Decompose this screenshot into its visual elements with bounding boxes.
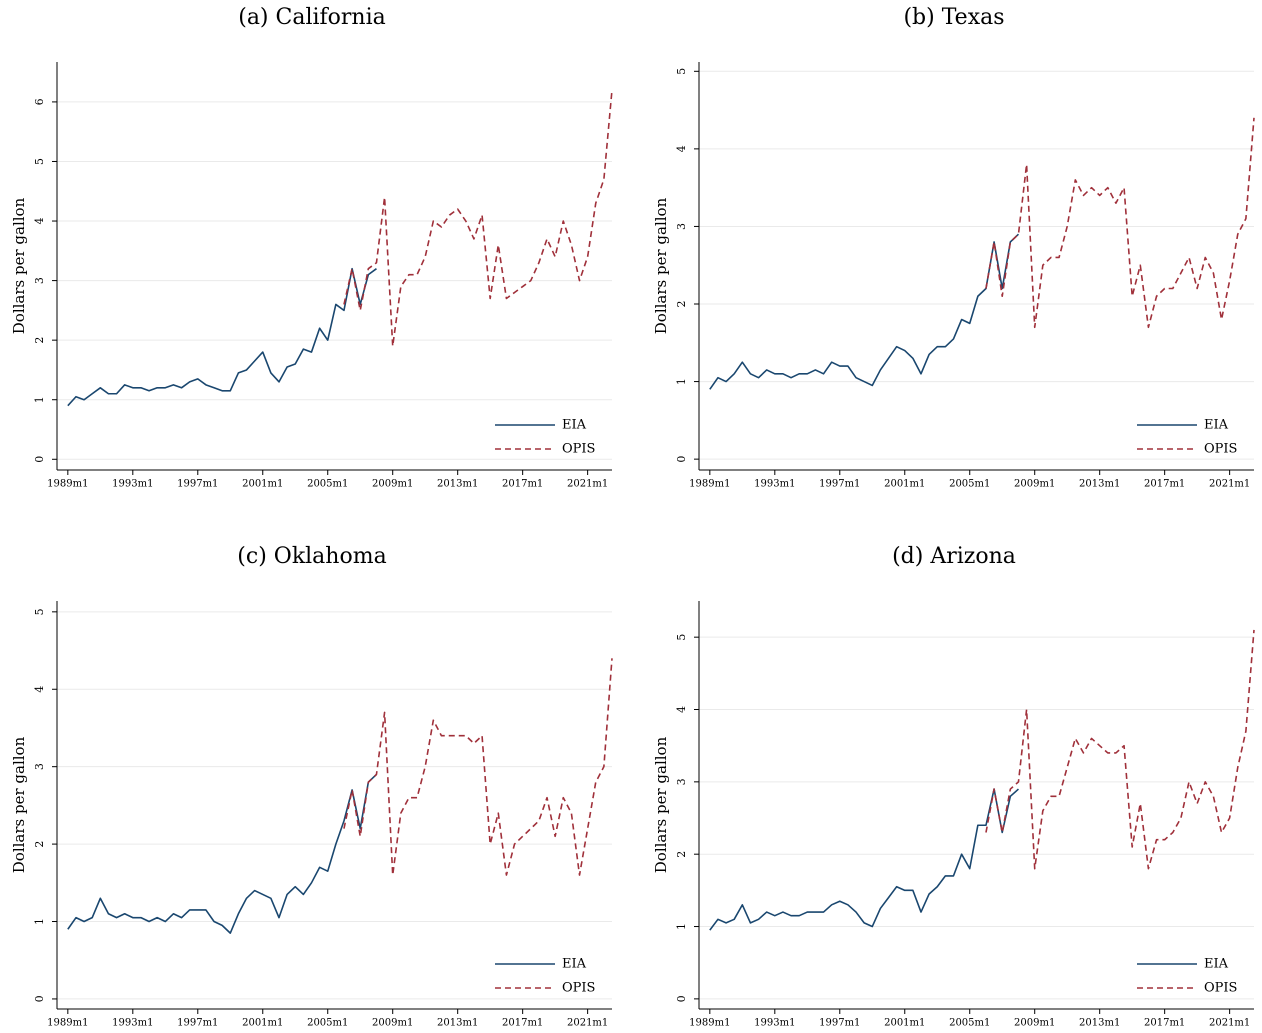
x-tick-label: 1989m1: [47, 1018, 88, 1029]
legend-label: OPIS: [1204, 981, 1237, 996]
series-line: [67, 267, 377, 407]
x-tick-label: 2017m1: [1144, 479, 1185, 490]
x-tick-label: 2001m1: [884, 479, 925, 490]
y-tick-label: 0: [33, 995, 46, 1002]
chart-title: (d) Arizona: [892, 544, 1016, 569]
series-line: [343, 89, 613, 347]
x-tick-label: 1997m1: [819, 1018, 860, 1029]
y-tick-label: 1: [675, 378, 688, 385]
series-line: [709, 233, 1020, 390]
x-tick-label: 1993m1: [754, 479, 795, 490]
x-tick-label: 2001m1: [242, 479, 283, 490]
x-tick-label: 2009m1: [1014, 1018, 1055, 1029]
x-tick-label: 2013m1: [437, 1018, 478, 1029]
y-tick-label: 2: [33, 841, 46, 848]
y-tick-label: 2: [675, 301, 688, 308]
x-tick-label: 2021m1: [567, 479, 608, 490]
x-tick-label: 2021m1: [1209, 479, 1250, 490]
legend-label: OPIS: [562, 981, 595, 996]
series-line: [985, 629, 1255, 870]
y-axis-label: Dollars per gallon: [10, 736, 28, 873]
y-tick-label: 3: [33, 763, 46, 770]
x-tick-label: 2005m1: [949, 1018, 990, 1029]
x-tick-label: 1997m1: [177, 479, 218, 490]
series-line: [343, 658, 613, 876]
series-line: [985, 117, 1255, 329]
x-tick-label: 2021m1: [567, 1018, 608, 1029]
y-tick-label: 4: [33, 686, 46, 693]
y-axis-label: Dollars per gallon: [652, 736, 670, 873]
y-tick-label: 3: [675, 223, 688, 230]
x-tick-label: 2005m1: [949, 479, 990, 490]
legend-label: OPIS: [562, 442, 595, 457]
y-tick-label: 3: [33, 277, 46, 284]
x-tick-label: 2009m1: [372, 479, 413, 490]
y-tick-label: 4: [675, 706, 688, 713]
y-tick-label: 0: [675, 456, 688, 463]
panel: (c) Oklahoma Dollars per gallon 0 1 2 3 4 5 1989…: [10, 544, 613, 1029]
y-tick-label: 5: [33, 608, 46, 615]
panel: (a) California Dollars per gallon 0 1 2 3 4 5 6 1…: [10, 5, 613, 490]
y-tick-label: 0: [675, 995, 688, 1002]
y-tick-label: 4: [33, 218, 46, 225]
chart-title: (b) Texas: [903, 5, 1004, 30]
legend-label: EIA: [1204, 418, 1229, 433]
y-tick-label: 1: [675, 923, 688, 930]
y-tick-label: 3: [675, 778, 688, 785]
series-line: [67, 773, 378, 934]
x-tick-label: 1989m1: [689, 479, 730, 490]
x-tick-label: 2017m1: [502, 479, 543, 490]
x-tick-label: 1989m1: [47, 479, 88, 490]
series-line: [709, 788, 1019, 931]
y-axis-label: Dollars per gallon: [652, 197, 670, 334]
panel: (d) Arizona Dollars per gallon 0 1 2 3 4 5 1989m…: [652, 544, 1255, 1029]
y-tick-label: 4: [675, 145, 688, 152]
legend-label: EIA: [562, 957, 587, 972]
x-tick-label: 2013m1: [1079, 479, 1120, 490]
y-tick-label: 1: [33, 396, 46, 403]
x-tick-label: 2001m1: [242, 1018, 283, 1029]
x-tick-label: 1997m1: [177, 1018, 218, 1029]
x-tick-label: 2013m1: [1079, 1018, 1120, 1029]
x-tick-label: 1993m1: [112, 1018, 153, 1029]
x-tick-label: 2013m1: [437, 479, 478, 490]
y-tick-label: 0: [33, 456, 46, 463]
x-tick-label: 2001m1: [884, 1018, 925, 1029]
x-tick-label: 2017m1: [1144, 1018, 1185, 1029]
y-tick-label: 1: [33, 918, 46, 925]
chart-title: (c) Oklahoma: [237, 544, 386, 569]
y-axis-label: Dollars per gallon: [10, 197, 28, 334]
y-tick-label: 2: [33, 337, 46, 344]
panel: (b) Texas Dollars per gallon 0 1 2 3 4 5 1989m1 1…: [652, 5, 1255, 490]
x-tick-label: 1993m1: [754, 1018, 795, 1029]
x-tick-label: 1997m1: [819, 479, 860, 490]
x-tick-label: 2021m1: [1209, 1018, 1250, 1029]
x-tick-label: 2009m1: [1014, 479, 1055, 490]
y-tick-label: 5: [33, 158, 46, 165]
x-tick-label: 2005m1: [307, 479, 348, 490]
chart-title: (a) California: [238, 5, 386, 30]
legend-label: EIA: [562, 418, 587, 433]
x-tick-label: 1993m1: [112, 479, 153, 490]
y-tick-label: 6: [33, 98, 46, 105]
x-tick-label: 1989m1: [689, 1018, 730, 1029]
legend-label: OPIS: [1204, 442, 1237, 457]
y-tick-label: 5: [675, 68, 688, 75]
y-tick-label: 2: [675, 851, 688, 858]
x-tick-label: 2005m1: [307, 1018, 348, 1029]
x-tick-label: 2017m1: [502, 1018, 543, 1029]
x-tick-label: 2009m1: [372, 1018, 413, 1029]
legend-label: EIA: [1204, 957, 1229, 972]
y-tick-label: 5: [675, 634, 688, 641]
